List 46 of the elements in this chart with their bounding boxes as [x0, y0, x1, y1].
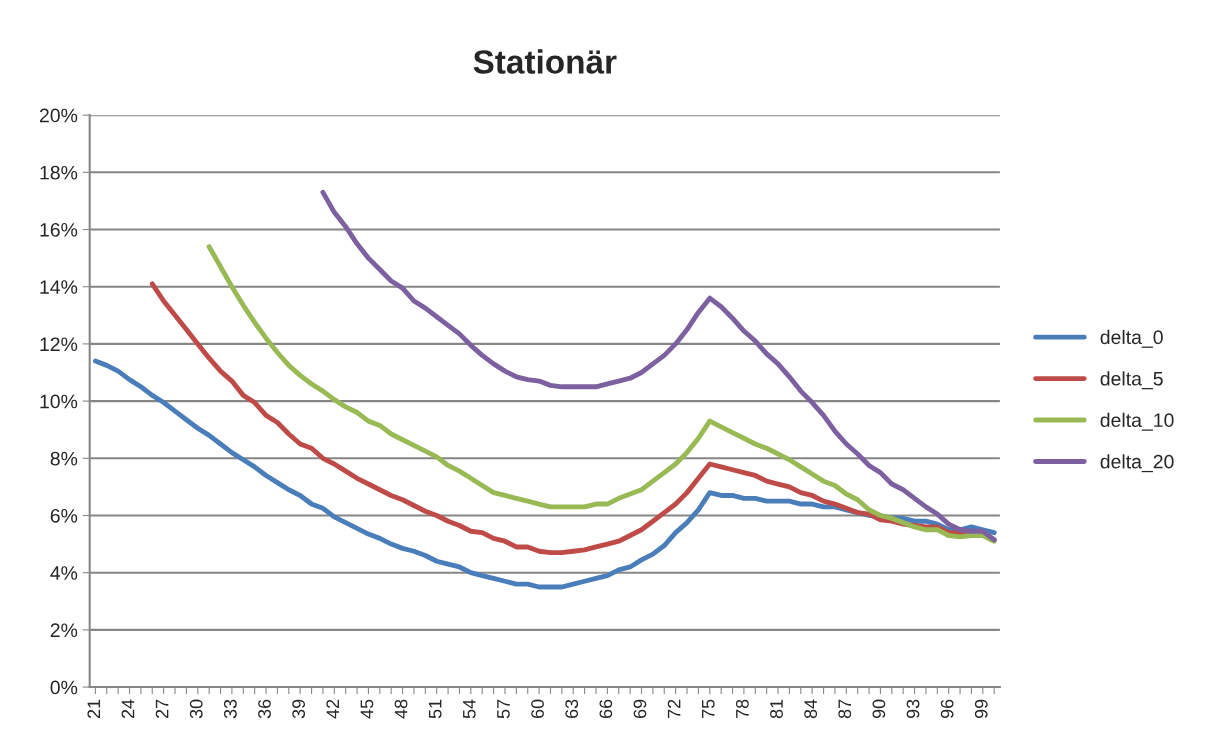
- x-tick-label: 51: [428, 699, 442, 719]
- x-tick-label: 60: [531, 699, 544, 719]
- x-tick-label: 81: [770, 699, 783, 719]
- y-tick-label: 0%: [50, 680, 78, 695]
- y-tick-label: 14%: [40, 280, 78, 294]
- y-tick-label: 2%: [50, 623, 78, 638]
- x-tick-label: 84: [804, 699, 818, 719]
- y-tick-label: 4%: [50, 566, 78, 580]
- x-tick-label: 75: [702, 699, 715, 719]
- x-tick-label: 21: [87, 699, 101, 719]
- x-tick-label: 30: [189, 699, 203, 719]
- x-tick-label: 78: [735, 699, 749, 719]
- x-tick-label: 48: [394, 699, 408, 719]
- x-tick-label: 72: [667, 699, 681, 719]
- x-tick-label: 66: [599, 699, 613, 719]
- x-tick-label: 93: [906, 699, 920, 719]
- line-series: [320, 189, 997, 543]
- x-tick-label: 27: [155, 699, 169, 719]
- y-tick-label: 16%: [40, 222, 78, 237]
- chart-title: Stationär: [473, 49, 617, 74]
- x-tick-label: 54: [463, 699, 476, 719]
- x-tick-label: 63: [565, 699, 579, 719]
- legend-label: delta_10: [1100, 412, 1174, 431]
- x-tick-label: 69: [633, 699, 647, 719]
- x-tick-label: 90: [872, 699, 886, 719]
- y-tick-label: 8%: [50, 451, 78, 466]
- legend-label: delta_5: [1100, 371, 1163, 390]
- x-tick-label: 87: [838, 699, 852, 719]
- x-tick-label: 45: [360, 699, 374, 719]
- x-tick-label: 36: [258, 699, 271, 719]
- x-tick-label: 33: [223, 699, 237, 719]
- line-series: [206, 244, 997, 544]
- y-tick-label: 12%: [40, 337, 78, 352]
- x-tick-label: 42: [326, 699, 339, 719]
- y-tick-label: 10%: [40, 394, 78, 409]
- x-tick-label: 24: [121, 699, 135, 719]
- x-tick-label: 99: [974, 699, 988, 719]
- legend-label: delta_20: [1100, 454, 1174, 473]
- legend-label: delta_0: [1100, 329, 1163, 348]
- y-tick-label: 6%: [50, 508, 78, 523]
- x-tick-label: 96: [940, 699, 954, 719]
- y-tick-label: 18%: [40, 165, 78, 180]
- line-series: [92, 358, 997, 590]
- y-tick-label: 20%: [39, 108, 78, 123]
- x-tick-label: 39: [292, 699, 306, 719]
- x-tick-label: 57: [497, 699, 510, 719]
